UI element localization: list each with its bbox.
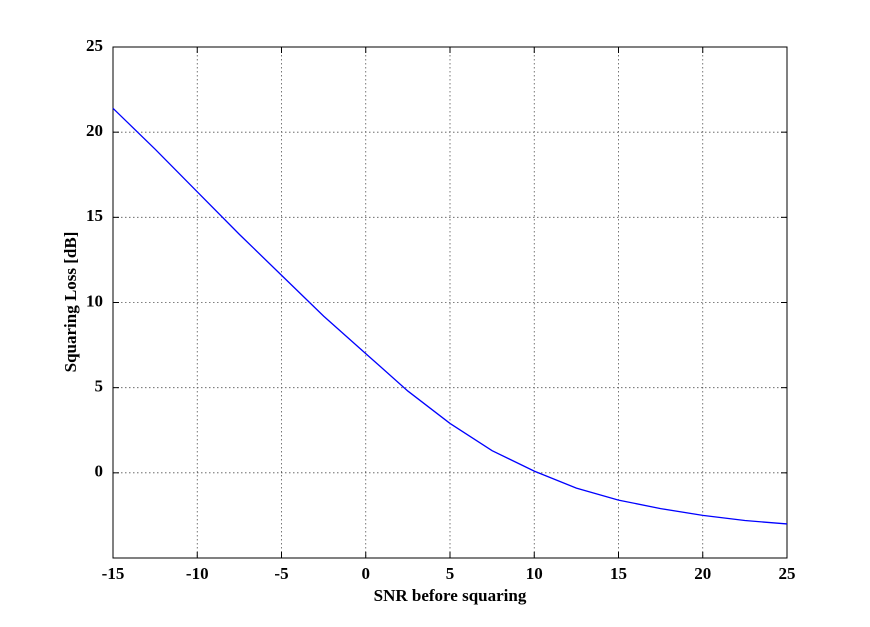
y-tick-label: 15	[86, 206, 103, 225]
x-tick-label: 5	[446, 564, 455, 583]
x-tick-label: 15	[610, 564, 627, 583]
y-axis-label: Squaring Loss [dB]	[61, 232, 80, 373]
y-tick-label: 0	[95, 462, 104, 481]
x-tick-label: -10	[186, 564, 209, 583]
y-tick-label: 5	[95, 377, 104, 396]
y-tick-label: 25	[86, 36, 103, 55]
x-tick-label: 10	[526, 564, 543, 583]
x-tick-label: 25	[779, 564, 796, 583]
x-tick-label: 0	[362, 564, 371, 583]
y-tick-label: 10	[86, 291, 103, 310]
x-axis-label: SNR before squaring	[374, 586, 527, 605]
y-tick-label: 20	[86, 121, 103, 140]
x-tick-label: -15	[102, 564, 125, 583]
plot-frame	[112, 46, 788, 559]
x-tick-label: -5	[274, 564, 288, 583]
x-tick-label: 20	[694, 564, 711, 583]
data-line	[112, 107, 788, 525]
